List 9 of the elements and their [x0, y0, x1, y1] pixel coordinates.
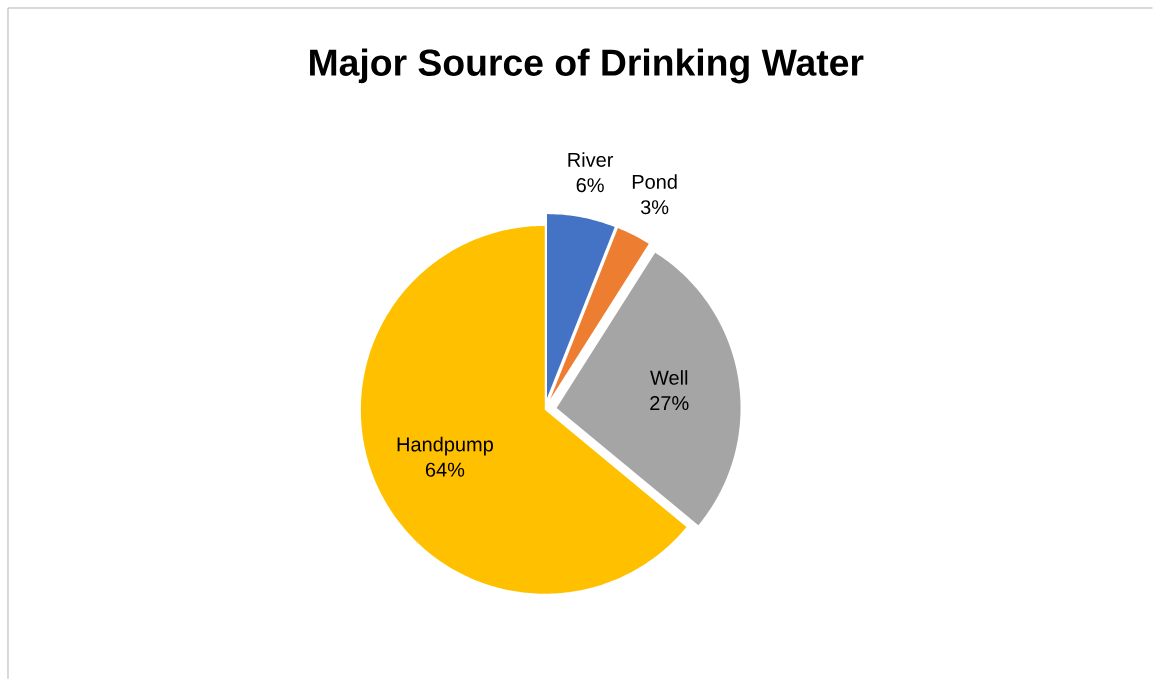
slice-label: Pond [632, 174, 677, 189]
data-label: 64% [425, 462, 465, 477]
slice-label: Handpump [397, 436, 493, 456]
data-label: 3% [640, 200, 669, 215]
chart-title: Major Source of Drinking Water [310, 48, 864, 84]
data-label: 27% [650, 395, 689, 410]
slice-label: Well [650, 370, 688, 385]
slice-label: River [568, 152, 614, 167]
data-label: 6% [576, 177, 604, 193]
